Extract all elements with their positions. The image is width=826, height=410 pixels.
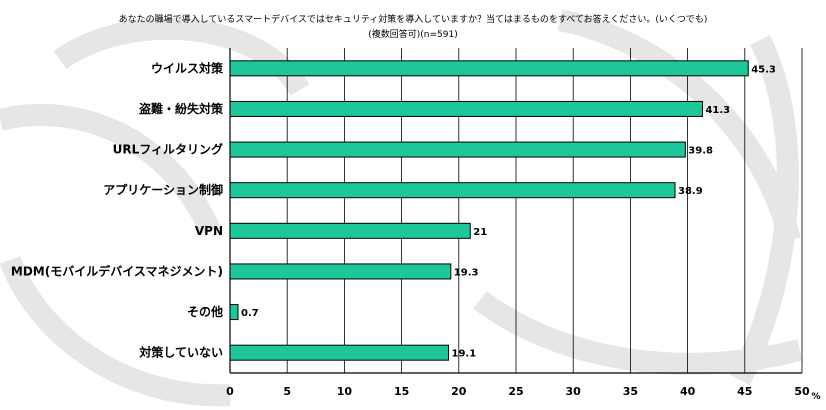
category-label-3: アプリケーション制御 xyxy=(103,182,223,197)
x-tick-label-1: 5 xyxy=(283,385,291,398)
value-label-3: 38.9 xyxy=(678,186,703,197)
value-label-1: 41.3 xyxy=(705,105,730,116)
bar-1 xyxy=(229,100,703,117)
category-label-0: ウイルス対策 xyxy=(151,60,224,75)
value-label-5: 19.3 xyxy=(454,267,479,278)
chart-title: あなたの職場で導入しているスマートデバイスではセキュリティ対策を導入していますか… xyxy=(118,15,708,25)
bar-4 xyxy=(229,222,471,239)
value-label-0: 45.3 xyxy=(751,64,776,75)
bar-5 xyxy=(229,263,452,280)
category-label-6: その他 xyxy=(187,304,223,319)
x-tick-label-8: 40 xyxy=(680,385,696,398)
category-label-2: URLフィルタリング xyxy=(113,142,223,157)
x-axis-unit: % xyxy=(811,392,820,402)
bar-0 xyxy=(229,60,749,77)
x-tick-label-6: 30 xyxy=(566,385,582,398)
x-tick-label-9: 45 xyxy=(737,385,752,398)
x-tick-label-7: 35 xyxy=(623,385,638,398)
bar-2 xyxy=(229,141,686,158)
category-label-1: 盗難・紛失対策 xyxy=(139,101,224,116)
x-tick-label-10: 50 xyxy=(794,385,810,398)
category-label-5: MDM(モバイルデバイスマネジメント) xyxy=(11,263,223,278)
x-tick-label-0: 0 xyxy=(226,385,234,398)
bar-7 xyxy=(229,344,450,361)
category-label-4: VPN xyxy=(195,224,223,238)
value-label-2: 39.8 xyxy=(688,146,713,157)
value-label-4: 21 xyxy=(473,227,487,238)
bar-3 xyxy=(229,182,676,199)
value-label-7: 19.1 xyxy=(452,349,477,360)
chart-subtitle: (複数回答可)(n=591) xyxy=(368,30,458,40)
value-label-6: 0.7 xyxy=(241,308,259,319)
x-tick-label-5: 25 xyxy=(508,385,523,398)
x-tick-label-4: 20 xyxy=(451,385,467,398)
category-label-7: 対策していない xyxy=(138,345,223,360)
x-tick-label-3: 15 xyxy=(394,385,409,398)
x-tick-label-2: 10 xyxy=(337,385,353,398)
bar-6 xyxy=(229,304,239,321)
